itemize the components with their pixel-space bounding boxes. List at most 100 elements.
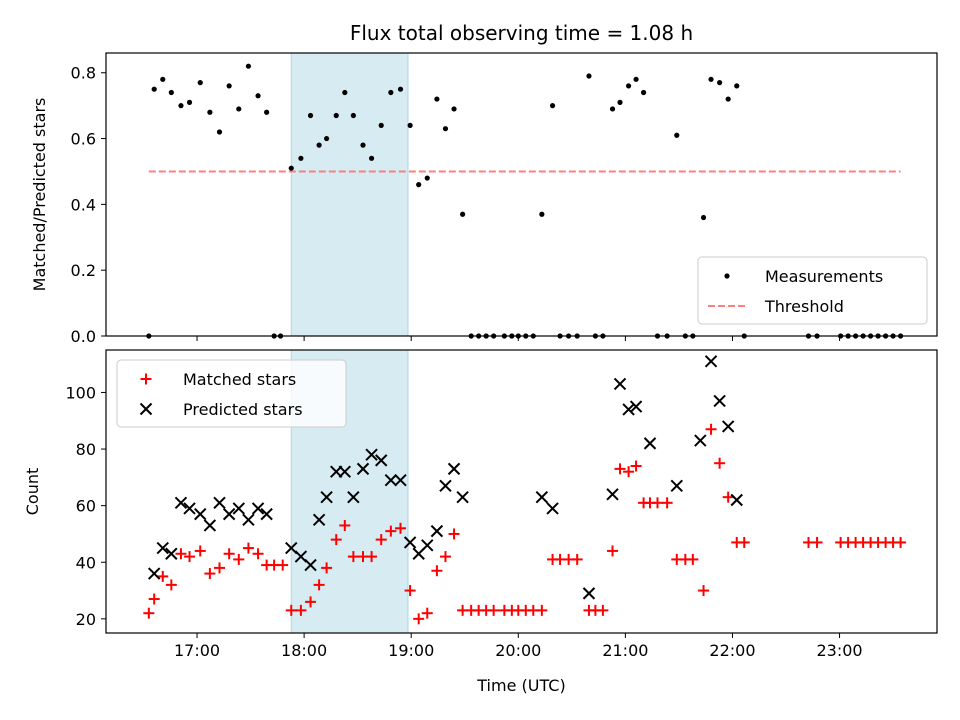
y-tick-label: 100	[65, 383, 96, 402]
legend-matched-label: Matched stars	[183, 370, 296, 389]
measurement-point	[442, 126, 449, 132]
y-tick-label: 0.0	[71, 327, 96, 346]
predicted-star-point	[174, 496, 188, 510]
matched-star-point	[339, 519, 351, 531]
predicted-star-point	[320, 490, 333, 504]
predicted-star-point	[694, 434, 707, 447]
predicted-star-point	[222, 507, 236, 521]
predicted-star-point	[304, 558, 317, 572]
matched-star-point	[687, 553, 699, 565]
predicted-star-point	[338, 465, 352, 478]
matched-star-point	[571, 553, 583, 565]
predicted-star-point	[582, 587, 596, 600]
measurement-point	[160, 76, 166, 82]
matched-star-point	[488, 604, 500, 616]
measurement-point	[674, 132, 680, 138]
measurement-point	[216, 129, 223, 135]
measurement-point	[633, 76, 639, 82]
legend-measurements-marker	[724, 273, 730, 279]
x-tick-label: 22:00	[709, 641, 755, 660]
matched-star-point	[421, 607, 433, 619]
measurement-point	[539, 211, 545, 217]
predicted-star-point	[213, 496, 226, 510]
predicted-star-point	[260, 507, 273, 521]
matched-star-point	[285, 604, 297, 616]
measurement-point	[342, 89, 348, 96]
matched-star-point	[630, 460, 642, 472]
predicted-star-point	[232, 502, 245, 515]
measurement-point	[725, 96, 731, 102]
top-legend: Measurements Threshold	[697, 256, 928, 325]
predicted-star-point	[439, 479, 452, 493]
matched-star-point	[895, 536, 907, 548]
matched-star-point	[431, 565, 443, 577]
predicted-star-point	[721, 420, 735, 433]
matched-star-point	[698, 585, 710, 597]
predicted-star-point	[384, 473, 398, 487]
matched-star-point	[738, 536, 750, 548]
matched-star-point	[214, 562, 226, 574]
measurement-point	[617, 99, 623, 105]
matched-star-point	[661, 497, 673, 509]
measurement-point	[609, 106, 616, 112]
matched-star-point	[347, 551, 359, 563]
measurement-point	[460, 211, 466, 217]
matched-star-point	[313, 579, 325, 591]
predicted-star-point	[546, 502, 559, 515]
measurement-point	[207, 109, 213, 115]
matched-star-point	[439, 551, 451, 563]
matched-star-point	[223, 548, 235, 560]
matched-star-point	[277, 559, 289, 571]
measurement-point	[586, 73, 592, 79]
predicted-star-point	[203, 519, 217, 532]
legend-threshold-label: Threshold	[764, 297, 844, 316]
matched-star-point	[305, 596, 317, 608]
predicted-star-point	[730, 493, 743, 507]
measurement-point	[255, 93, 261, 99]
top-panel: 0.00.20.40.60.8 Matched/Predicted stars …	[30, 52, 938, 346]
x-tick-label: 17:00	[174, 641, 220, 660]
measurement-point	[360, 142, 366, 148]
predicted-star-point	[704, 355, 718, 368]
legend-matched-marker	[140, 373, 152, 385]
measurement-point	[700, 214, 707, 221]
bottom-points	[143, 355, 907, 625]
predicted-star-point	[375, 454, 388, 467]
y-tick-label: 0.6	[71, 130, 96, 149]
matched-star-point	[705, 423, 717, 435]
legend-predicted-marker	[139, 402, 153, 416]
y-tick-label: 80	[76, 440, 96, 459]
measurement-point	[186, 99, 193, 105]
measurement-point	[168, 89, 174, 96]
measurement-point	[388, 89, 394, 96]
predicted-star-point	[713, 394, 726, 408]
measurement-point	[197, 80, 203, 86]
predicted-star-point	[613, 377, 627, 391]
measurement-point	[407, 122, 413, 128]
measurement-point	[151, 86, 157, 92]
matched-star-point	[394, 522, 406, 534]
chart-title: Flux total observing time = 1.08 h	[350, 21, 693, 45]
predicted-star-point	[156, 541, 169, 555]
matched-star-point	[811, 536, 823, 548]
measurement-point	[397, 86, 404, 92]
predicted-star-point	[165, 547, 178, 560]
matched-star-point	[321, 562, 333, 574]
x-tick-label: 23:00	[816, 641, 862, 660]
matched-star-point	[175, 548, 187, 560]
matched-star-point	[597, 604, 609, 616]
measurement-point	[288, 165, 294, 171]
predicted-star-point	[394, 473, 407, 487]
matched-star-point	[184, 551, 196, 563]
top-highlight-span	[290, 52, 409, 337]
measurement-point	[298, 155, 304, 161]
y-tick-label: 0.8	[71, 64, 96, 83]
predicted-star-point	[194, 507, 207, 521]
matched-star-point	[157, 570, 169, 582]
matched-star-point	[652, 497, 664, 509]
measurement-point	[640, 89, 647, 96]
predicted-star-point	[622, 403, 635, 416]
matched-star-point	[194, 545, 206, 557]
predicted-star-point	[456, 490, 469, 504]
